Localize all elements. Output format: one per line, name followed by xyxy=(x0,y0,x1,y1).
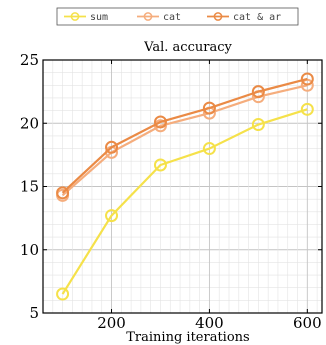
data-point xyxy=(56,287,70,301)
legend-label: cat xyxy=(163,12,181,23)
data-point xyxy=(202,142,216,156)
series-line xyxy=(61,77,308,194)
legend-entry: cat xyxy=(137,12,181,23)
data-point xyxy=(153,115,167,129)
data-point xyxy=(105,209,119,223)
axis-ticks: 5 10 15 20 25 200 400 600 xyxy=(20,51,322,332)
legend-swatch-marker xyxy=(213,12,223,21)
x-tick-label: 200 xyxy=(97,314,126,332)
legend-entry: cat & ar xyxy=(207,12,281,23)
data-point xyxy=(300,102,314,116)
data-point xyxy=(105,140,119,154)
legend-swatch-marker xyxy=(143,12,153,21)
grid xyxy=(43,59,322,314)
x-tick-label: 400 xyxy=(195,314,224,332)
data-point xyxy=(300,72,314,86)
y-tick-label: 15 xyxy=(20,178,39,196)
y-tick-label: 10 xyxy=(20,241,39,259)
legend-box xyxy=(56,7,299,26)
y-tick-label: 25 xyxy=(20,51,39,69)
data-point xyxy=(56,186,70,200)
series-line xyxy=(61,108,308,295)
chart-title: Val. accuracy xyxy=(143,40,232,55)
data-point xyxy=(202,101,216,115)
series-0 xyxy=(56,102,314,301)
legend-entry: sum xyxy=(64,12,108,23)
y-tick-label: 20 xyxy=(20,114,39,132)
y-tick-label: 5 xyxy=(29,304,39,322)
legend-label: cat & ar xyxy=(233,12,281,23)
data-point xyxy=(251,118,265,132)
data-point xyxy=(153,158,167,172)
data-point xyxy=(251,85,265,99)
series-layer xyxy=(56,72,314,301)
legend: sum cat cat & ar xyxy=(56,7,299,26)
x-tick-label: 600 xyxy=(293,314,322,332)
legend-label: sum xyxy=(90,12,108,23)
series-line xyxy=(61,84,308,197)
legend-swatch-marker xyxy=(70,12,80,21)
x-axis-label: Training iterations xyxy=(126,330,249,345)
series-2 xyxy=(56,72,314,200)
